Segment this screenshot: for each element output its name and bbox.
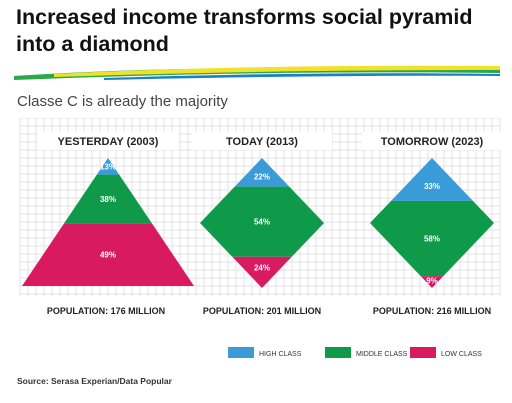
category-heading-background xyxy=(38,132,178,150)
subtitle: Classe C is already the majority xyxy=(17,93,228,110)
diamond-segment-middle-class xyxy=(200,186,324,257)
legend-swatch-high-class xyxy=(228,347,254,358)
chart-panel-3: TOMORROW (2023) 33% 58% 9% POPULATION: 216 M… xyxy=(362,132,502,316)
population-label: POPULATION: 216 MILLION xyxy=(373,306,491,316)
data-label-low-class: 49% xyxy=(100,251,116,260)
chart-legend: HIGH CLASS MIDDLE CLASS LOW CLASS xyxy=(228,347,482,358)
chart-panel-2: TODAY (2013) 22% 54% 24% POPULATION: 201 MIL… xyxy=(192,132,332,316)
data-label-middle-class: 58% xyxy=(424,235,440,244)
population-label: POPULATION: 176 MILLION xyxy=(47,306,165,316)
data-label-middle-class: 54% xyxy=(254,218,270,227)
data-label-middle-class: 38% xyxy=(100,195,116,204)
chart-panel-1: YESTERDAY (2003) 13% 38% 49% POPULATION: 176… xyxy=(22,132,194,316)
category-heading-background xyxy=(192,132,332,150)
diamond-segment-low-class xyxy=(420,276,444,288)
page-title: Increased income transforms social pyram… xyxy=(16,4,506,58)
brush-stroke-blue xyxy=(104,73,500,80)
data-label-high-class: 13% xyxy=(100,162,116,171)
data-label-low-class: 24% xyxy=(254,264,270,273)
pyramid-segment-low-class xyxy=(22,223,194,286)
legend-label-high-class: HIGH CLASS xyxy=(259,351,302,358)
legend-swatch-low-class xyxy=(410,347,436,358)
population-label: POPULATION: 201 MILLION xyxy=(203,306,321,316)
legend-label-middle-class: MIDDLE CLASS xyxy=(356,351,408,358)
brush-stroke-decoration xyxy=(14,65,500,80)
diamond-segment-middle-class xyxy=(370,200,494,277)
class-distribution-chart: YESTERDAY (2003) 13% 38% 49% POPULATION: 176… xyxy=(19,118,502,358)
legend-label-low-class: LOW CLASS xyxy=(441,351,482,358)
pyramid-segment-high-class xyxy=(96,158,120,175)
data-label-low-class: 9% xyxy=(426,276,438,285)
data-label-high-class: 33% xyxy=(424,182,440,191)
brush-stroke-yellow xyxy=(54,65,500,77)
data-label-high-class: 22% xyxy=(254,173,270,182)
diamond-segment-high-class xyxy=(391,158,473,201)
legend-swatch-middle-class xyxy=(325,347,351,358)
title-line-2: into a diamond xyxy=(16,32,169,56)
category-heading: TODAY (2013) xyxy=(226,136,298,148)
diamond-segment-high-class xyxy=(234,158,290,187)
diamond-segment-low-class xyxy=(232,256,292,288)
pyramid-segment-middle-class xyxy=(64,174,152,224)
category-heading: TOMORROW (2023) xyxy=(381,136,484,148)
source-note: Source: Serasa Experian/Data Popular xyxy=(17,376,172,386)
title-line-1: Increased income transforms social pyram… xyxy=(16,5,473,29)
category-heading-background xyxy=(362,132,502,150)
category-heading: YESTERDAY (2003) xyxy=(58,136,159,148)
